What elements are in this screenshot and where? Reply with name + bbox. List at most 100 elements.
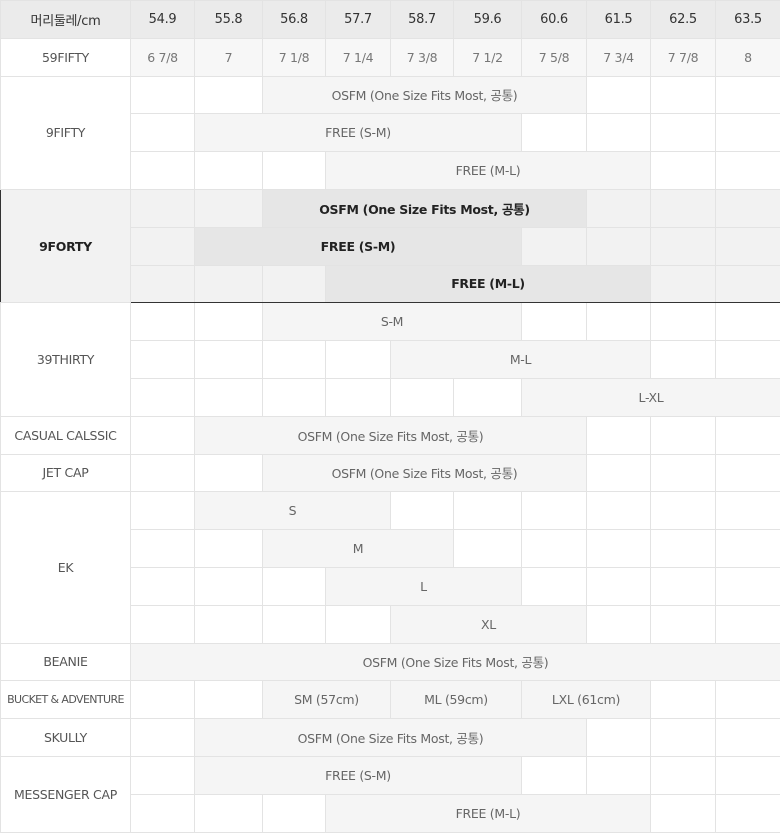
empty-cell	[522, 114, 587, 152]
hat-size-cell: 7 5/8	[522, 38, 587, 76]
size-range-cell: FREE (S-M)	[195, 114, 522, 152]
size-range-cell: SM (57cm)	[263, 681, 391, 719]
empty-cell	[716, 681, 780, 719]
empty-cell	[131, 454, 195, 492]
empty-cell	[716, 530, 780, 568]
empty-cell	[326, 341, 391, 379]
empty-cell	[651, 152, 716, 190]
empty-cell	[522, 492, 587, 530]
header-size-cm: 59.6	[454, 1, 522, 39]
model-label: BEANIE	[1, 643, 131, 681]
header-size-cm: 58.7	[391, 1, 454, 39]
empty-cell	[587, 454, 651, 492]
empty-cell	[587, 114, 651, 152]
empty-cell	[651, 756, 716, 794]
empty-cell	[263, 567, 326, 605]
empty-cell	[263, 152, 326, 190]
model-label: 9FIFTY	[1, 76, 131, 189]
hat-size-cell: 7 3/8	[391, 38, 454, 76]
model-label: JET CAP	[1, 454, 131, 492]
empty-cell	[716, 605, 780, 643]
size-range-cell: OSFM (One Size Fits Most, 공통)	[263, 454, 587, 492]
empty-cell	[131, 719, 195, 757]
size-range-cell: FREE (S-M)	[195, 756, 522, 794]
empty-cell	[651, 794, 716, 832]
empty-cell	[195, 341, 263, 379]
hat-size-cell: 6 7/8	[131, 38, 195, 76]
header-size-cm: 54.9	[131, 1, 195, 39]
empty-cell	[716, 303, 780, 341]
hat-size-cell: 7 1/2	[454, 38, 522, 76]
size-range-cell: FREE (S-M)	[195, 227, 522, 265]
size-range-cell: FREE (M-L)	[326, 794, 651, 832]
empty-cell	[131, 681, 195, 719]
size-range-cell: OSFM (One Size Fits Most, 공통)	[263, 189, 587, 227]
header-size-cm: 55.8	[195, 1, 263, 39]
size-range-cell: M	[263, 530, 454, 568]
hat-size-cell: 7 1/8	[263, 38, 326, 76]
empty-cell	[131, 341, 195, 379]
empty-cell	[195, 265, 263, 303]
empty-cell	[651, 492, 716, 530]
empty-cell	[195, 189, 263, 227]
model-label: EK	[1, 492, 131, 643]
empty-cell	[587, 416, 651, 454]
empty-cell	[195, 530, 263, 568]
empty-cell	[587, 303, 651, 341]
empty-cell	[131, 76, 195, 114]
header-size-cm: 63.5	[716, 1, 780, 39]
hat-size-cell: 7 3/4	[587, 38, 651, 76]
hat-size-cell: 7 1/4	[326, 38, 391, 76]
size-range-cell: M-L	[391, 341, 651, 379]
empty-cell	[454, 492, 522, 530]
empty-cell	[454, 530, 522, 568]
size-range-cell: ML (59cm)	[391, 681, 522, 719]
empty-cell	[522, 227, 587, 265]
empty-cell	[131, 378, 195, 416]
empty-cell	[195, 303, 263, 341]
empty-cell	[587, 76, 651, 114]
empty-cell	[716, 114, 780, 152]
empty-cell	[587, 227, 651, 265]
empty-cell	[131, 492, 195, 530]
empty-cell	[716, 152, 780, 190]
empty-cell	[326, 378, 391, 416]
empty-cell	[716, 189, 780, 227]
empty-cell	[587, 756, 651, 794]
size-range-cell: FREE (M-L)	[326, 265, 651, 303]
size-range-cell: OSFM (One Size Fits Most, 공통)	[195, 416, 587, 454]
empty-cell	[454, 378, 522, 416]
empty-cell	[651, 303, 716, 341]
empty-cell	[651, 605, 716, 643]
header-size-cm: 56.8	[263, 1, 326, 39]
empty-cell	[587, 189, 651, 227]
size-range-cell: LXL (61cm)	[522, 681, 651, 719]
empty-cell	[263, 794, 326, 832]
empty-cell	[263, 378, 326, 416]
empty-cell	[195, 378, 263, 416]
empty-cell	[131, 114, 195, 152]
empty-cell	[131, 265, 195, 303]
size-range-cell: S-M	[263, 303, 522, 341]
empty-cell	[131, 605, 195, 643]
empty-cell	[651, 454, 716, 492]
empty-cell	[716, 719, 780, 757]
model-label: SKULLY	[1, 719, 131, 757]
empty-cell	[651, 681, 716, 719]
empty-cell	[587, 530, 651, 568]
model-label: 39THIRTY	[1, 303, 131, 416]
empty-cell	[263, 605, 326, 643]
empty-cell	[131, 227, 195, 265]
hat-size-cell: 7 7/8	[651, 38, 716, 76]
hat-size-row-label: 59FIFTY	[1, 38, 131, 76]
